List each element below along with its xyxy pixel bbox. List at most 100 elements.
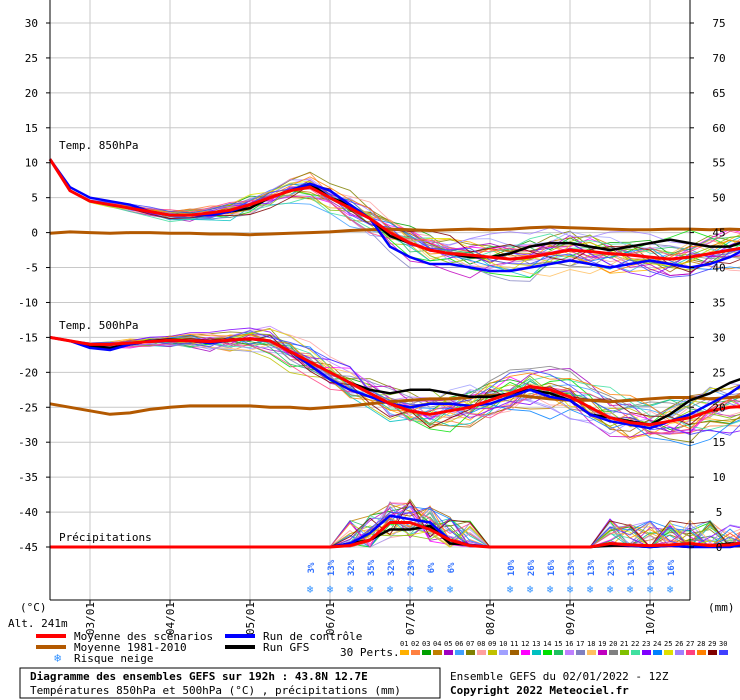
pert-legend-number: 19	[598, 640, 606, 648]
series-0-t850	[48, 158, 740, 261]
pert-legend-number: 07	[466, 640, 474, 648]
snow-risk-percent: 16%	[667, 559, 677, 576]
snow-risk-percent: 10%	[507, 559, 517, 576]
snow-risk-percent: 23%	[407, 559, 417, 576]
pert-legend-number: 28	[697, 640, 705, 648]
snow-risk-marker: 13% ❄	[627, 559, 637, 596]
x-axis-ticks: 03/01 04/01 05/01 06/01 07/01 08/01 09/01 10/01	[84, 600, 657, 635]
pert-legend-number: 13	[532, 640, 540, 648]
pert-legend-swatch	[455, 650, 464, 655]
pert-legend-swatch	[565, 650, 574, 655]
snow-risk-marker: 13% ❄	[567, 559, 577, 596]
snow-risk-marker: 32% ❄	[347, 559, 357, 596]
snow-risk-percent: 26%	[527, 559, 537, 576]
left-tick-label: 20	[25, 87, 38, 100]
snowflake-icon: ❄	[407, 583, 414, 596]
pert-legend-swatch	[499, 650, 508, 655]
pert-legend-swatch	[642, 650, 651, 655]
snow-risk-percent: 16%	[547, 559, 557, 576]
snowflake-icon: ❄	[327, 583, 334, 596]
snowflake-icon: ❄	[447, 583, 454, 596]
left-tick-label: -35	[18, 471, 38, 484]
pert-legend-swatch	[686, 650, 695, 655]
right-axis-unit: (mm)	[708, 601, 735, 614]
snow-risk-marker: 23% ❄	[607, 559, 617, 596]
snowflake-icon: ❄	[547, 583, 554, 596]
pert-legend-number: 20	[609, 640, 617, 648]
pert-legend-swatch	[708, 650, 717, 655]
pert-legend-swatch	[444, 650, 453, 655]
perturbation-28-t850	[49, 158, 740, 274]
snow-risk-percent: 6%	[427, 562, 437, 573]
pert-legend-swatch	[554, 650, 563, 655]
pert-legend-swatch	[664, 650, 673, 655]
snow-risk-percent: 35%	[367, 559, 377, 576]
snowflake-icon: ❄	[427, 583, 434, 596]
snow-risk-marker: 10% ❄	[647, 559, 657, 596]
pert-legend-number: 26	[675, 640, 683, 648]
perturbation-30-t850	[49, 158, 740, 278]
left-tick-label: -30	[18, 436, 38, 449]
snowflake-icon: ❄	[527, 583, 534, 596]
pert-legend-number: 18	[587, 640, 595, 648]
snow-risk-percent: 32%	[387, 559, 397, 576]
right-tick-label: 65	[712, 87, 725, 100]
snow-risk-marker: 3% ❄	[307, 562, 317, 596]
plot-area	[50, 0, 690, 600]
snowflake-icon: ❄	[667, 583, 674, 596]
pert-legend-number: 09	[488, 640, 496, 648]
snow-risk-percent: 10%	[647, 559, 657, 576]
snowflake-icon: ❄	[507, 583, 514, 596]
pert-legend-number: 21	[620, 640, 628, 648]
left-tick-label: 0	[31, 227, 38, 240]
left-tick-label: -45	[18, 541, 38, 554]
left-tick-label: -15	[18, 331, 38, 344]
left-tick-label: -5	[25, 262, 38, 275]
snow-risk-percent: 32%	[347, 559, 357, 576]
perturbation-24-t500	[49, 334, 740, 447]
series-1-t850	[49, 225, 740, 237]
pert-legend-swatch	[400, 650, 409, 655]
pert-legend-swatch	[609, 650, 618, 655]
perturbation-22-t500	[49, 336, 740, 431]
right-tick-label: 20	[712, 401, 725, 414]
x-tick-label: 07/01	[404, 602, 417, 635]
snow-risk-marker: 16% ❄	[547, 559, 557, 596]
pert-legend-number: 04	[433, 640, 441, 648]
pert-legend-swatch	[411, 650, 420, 655]
pert-legend-number: 22	[631, 640, 639, 648]
left-tick-label: 30	[25, 17, 38, 30]
pert-legend-number: 01	[400, 640, 408, 648]
pert-legend-swatch	[587, 650, 596, 655]
x-tick-label: 08/01	[484, 602, 497, 635]
snow-risk-percent: 6%	[447, 562, 457, 573]
legend: Moyenne des scénarios Moyenne 1981-2010 …	[36, 630, 728, 665]
pert-legend-number: 11	[510, 640, 518, 648]
pert-legend-number: 16	[565, 640, 573, 648]
snow-risk-percent: 13%	[327, 559, 337, 576]
right-tick-label: 45	[712, 227, 725, 240]
x-tick-label: 05/01	[244, 602, 257, 635]
snow-risk-marker: 10% ❄	[507, 559, 517, 596]
pert-legend-swatch	[576, 650, 585, 655]
pert-legend-number: 25	[664, 640, 672, 648]
snow-risk-marker: 35% ❄	[367, 559, 377, 596]
snowflake-icon: ❄	[347, 583, 354, 596]
right-tick-label: 50	[712, 192, 725, 205]
left-tick-label: 25	[25, 52, 38, 65]
pert-legend-swatch	[466, 650, 475, 655]
right-tick-label: 55	[712, 157, 725, 170]
right-tick-label: 10	[712, 471, 725, 484]
pert-legend-number: 24	[653, 640, 661, 648]
snow-risk-marker: 6% ❄	[427, 562, 437, 596]
snowflake-icon: ❄	[367, 583, 374, 596]
altitude-label: Alt. 241m	[8, 617, 68, 630]
x-tick-label: 03/01	[84, 602, 97, 635]
section-label-precip: Précipitations	[59, 531, 152, 544]
footer-run: Ensemble GEFS du 02/01/2022 - 12Z	[450, 670, 669, 683]
snow-risk-marker: 6% ❄	[447, 562, 457, 596]
left-axis-unit: (°C)	[20, 601, 47, 614]
left-tick-label: -40	[18, 506, 38, 519]
pert-legend-number: 23	[642, 640, 650, 648]
